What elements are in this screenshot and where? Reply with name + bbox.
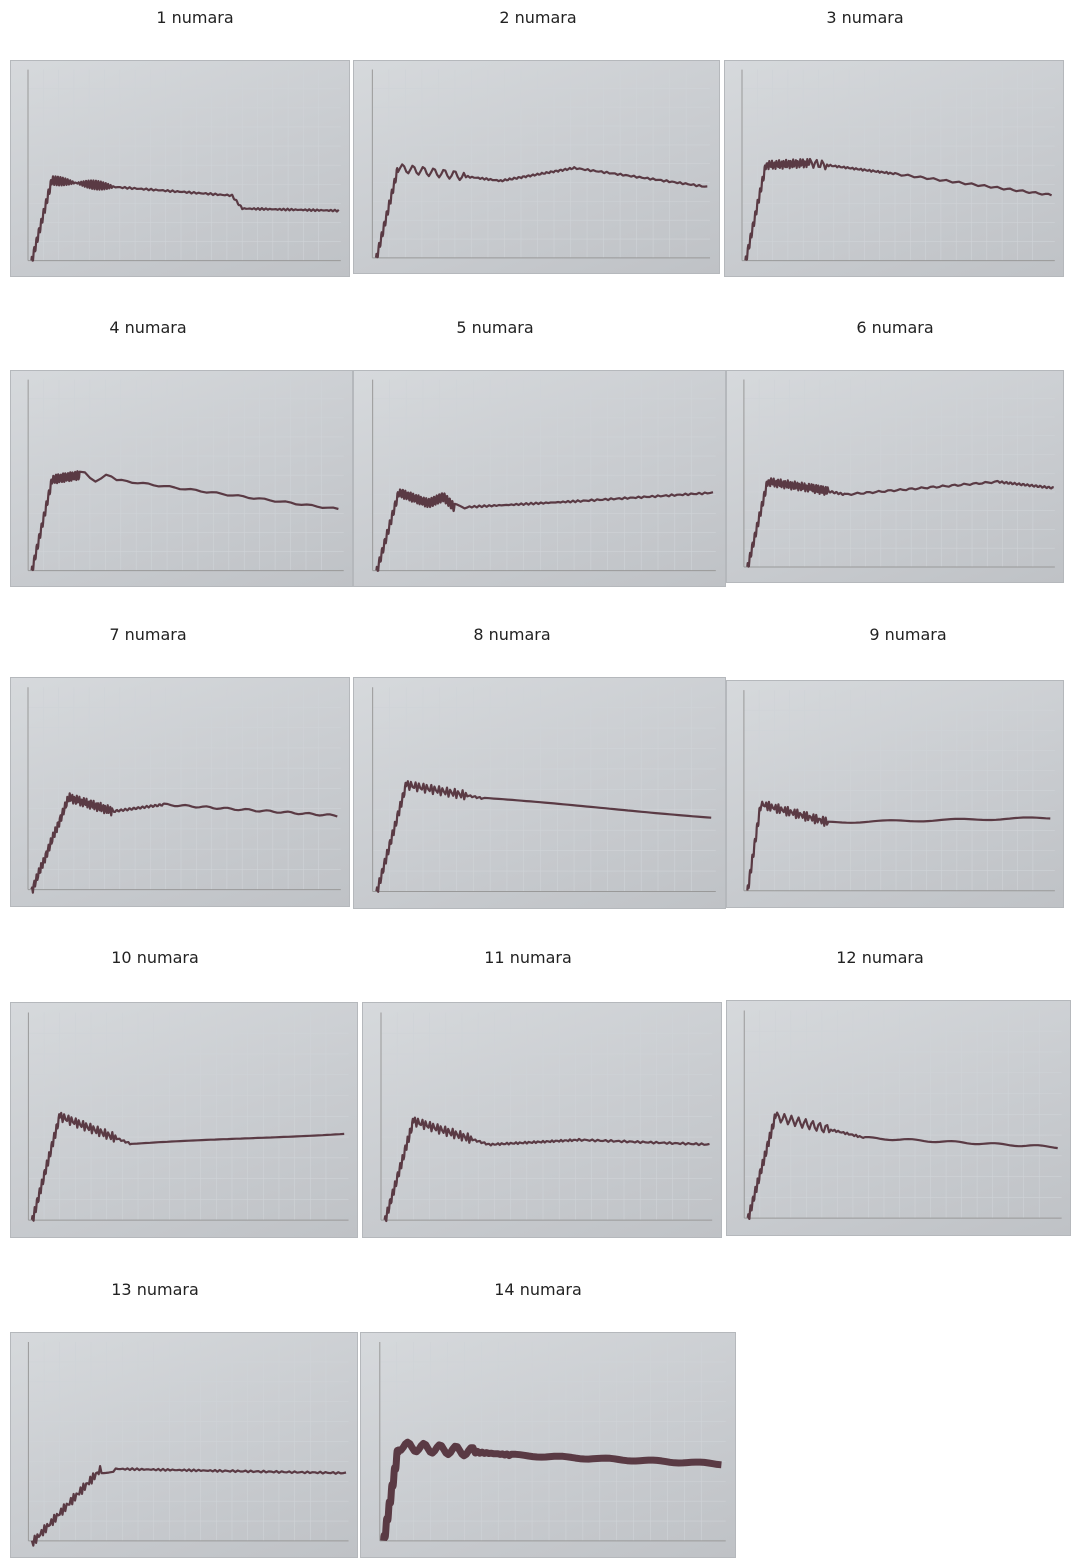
- panel-label: 1 numara: [156, 8, 233, 27]
- chart-photo: [353, 677, 726, 909]
- recorded-curve: [747, 802, 1050, 891]
- chart-drawing: [361, 1333, 737, 1559]
- chart-photo: [726, 1000, 1071, 1236]
- chart-drawing: [354, 61, 721, 275]
- chart-drawing: [11, 1333, 359, 1559]
- chart-photo: [10, 60, 350, 277]
- panel-label: 9 numara: [869, 625, 946, 644]
- chart-drawing: [727, 1001, 1072, 1237]
- chart-drawing: [725, 61, 1065, 278]
- recorded-curve: [32, 1113, 344, 1221]
- recorded-curve: [31, 793, 337, 892]
- page: {"panels": [ {"label": "1 numara"}, {"la…: [0, 0, 1072, 1558]
- panel-label: 12 numara: [836, 948, 924, 967]
- panel-label: 2 numara: [499, 8, 576, 27]
- chart-photo: [726, 680, 1064, 908]
- chart-photo: [726, 370, 1064, 583]
- panel-label: 6 numara: [856, 318, 933, 337]
- panel-label: 11 numara: [484, 948, 572, 967]
- panel-label: 14 numara: [494, 1280, 582, 1299]
- panel-label: 8 numara: [473, 625, 550, 644]
- panel-label: 10 numara: [111, 948, 199, 967]
- recorded-curve: [385, 1118, 710, 1221]
- chart-drawing: [11, 371, 354, 588]
- chart-drawing: [354, 678, 727, 910]
- panel-label: 3 numara: [826, 8, 903, 27]
- chart-drawing: [727, 371, 1065, 584]
- chart-drawing: [354, 371, 727, 588]
- recorded-curve: [376, 781, 711, 892]
- recorded-curve: [32, 1466, 346, 1546]
- panel-label: 4 numara: [109, 318, 186, 337]
- recorded-curve: [747, 478, 1053, 566]
- chart-photo: [362, 1002, 722, 1238]
- chart-photo: [360, 1332, 736, 1558]
- recorded-curve: [31, 176, 338, 260]
- chart-drawing: [11, 61, 351, 278]
- chart-photo: [353, 60, 720, 274]
- chart-drawing: [11, 1003, 359, 1239]
- panel-label: 7 numara: [109, 625, 186, 644]
- chart-photo: [724, 60, 1064, 277]
- chart-photo: [10, 370, 353, 587]
- recorded-curve: [748, 1113, 1058, 1219]
- chart-photo: [353, 370, 726, 587]
- recorded-curve: [32, 471, 339, 570]
- chart-photo: [10, 1002, 358, 1238]
- chart-photo: [10, 677, 350, 907]
- chart-photo: [10, 1332, 358, 1558]
- chart-drawing: [363, 1003, 723, 1239]
- recorded-curve: [376, 490, 713, 571]
- recorded-curve: [376, 164, 707, 257]
- recorded-curve: [384, 1442, 722, 1541]
- chart-drawing: [727, 681, 1065, 909]
- panel-label: 5 numara: [456, 318, 533, 337]
- chart-drawing: [11, 678, 351, 908]
- panel-label: 13 numara: [111, 1280, 199, 1299]
- recorded-curve: [745, 159, 1051, 260]
